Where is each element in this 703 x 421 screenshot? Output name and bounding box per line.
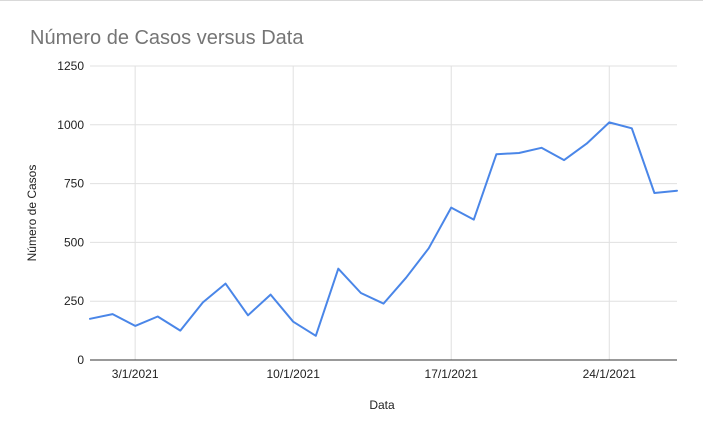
data-point-1-20 bbox=[517, 151, 521, 155]
data-point-1-24 bbox=[607, 120, 611, 124]
data-point-1-14 bbox=[382, 302, 386, 306]
series-layer bbox=[88, 120, 679, 338]
y-axis-ticks: 0 250 500 750 1000 1250 bbox=[57, 59, 84, 367]
data-point-1-18 bbox=[472, 218, 476, 222]
data-point-1-19 bbox=[494, 152, 498, 156]
y-tick-label-500: 500 bbox=[64, 235, 84, 249]
data-point-1-17 bbox=[449, 206, 453, 210]
data-point-1-16 bbox=[427, 246, 431, 250]
x-tick-label-4: 24/1/2021 bbox=[583, 367, 637, 381]
data-point-1-7 bbox=[224, 282, 228, 286]
data-point-1-13 bbox=[359, 291, 363, 295]
y-tick-label-1000: 1000 bbox=[57, 118, 84, 132]
data-point-1-27 bbox=[675, 189, 679, 193]
data-point-1-4 bbox=[156, 315, 160, 319]
chart-title: Número de Casos versus Data bbox=[30, 27, 304, 49]
data-point-1-2 bbox=[111, 312, 115, 316]
y-tick-label-750: 750 bbox=[64, 177, 84, 191]
data-point-1-25 bbox=[630, 126, 634, 130]
y-tick-label-250: 250 bbox=[64, 294, 84, 308]
y-tick-label-0: 0 bbox=[77, 353, 84, 367]
data-point-1-23 bbox=[585, 142, 589, 146]
x-axis-ticks: 3/1/2021 10/1/2021 17/1/2021 24/1/2021 bbox=[112, 367, 636, 381]
data-point-1-15 bbox=[404, 276, 408, 280]
gridlines bbox=[90, 65, 677, 360]
x-tick-label-3: 17/1/2021 bbox=[425, 367, 479, 381]
data-point-1-10 bbox=[291, 320, 295, 324]
data-point-1-1 bbox=[88, 317, 92, 321]
data-point-1-11 bbox=[314, 334, 318, 338]
x-axis-label: Data bbox=[369, 398, 395, 412]
series-line-1 bbox=[89, 121, 678, 337]
x-tick-label-2: 10/1/2021 bbox=[266, 367, 320, 381]
data-point-1-22 bbox=[562, 158, 566, 162]
data-point-1-12 bbox=[336, 267, 340, 271]
data-point-1-3 bbox=[133, 324, 137, 328]
data-point-1-21 bbox=[540, 146, 544, 150]
data-point-1-26 bbox=[652, 191, 656, 195]
y-axis-label: Número de Casos bbox=[25, 165, 39, 262]
data-point-1-5 bbox=[178, 329, 182, 333]
y-tick-label-1250: 1250 bbox=[57, 59, 84, 73]
data-point-1-6 bbox=[201, 300, 205, 304]
data-point-1-9 bbox=[269, 293, 273, 297]
data-point-1-8 bbox=[246, 313, 250, 317]
x-tick-label-1: 3/1/2021 bbox=[112, 367, 159, 381]
